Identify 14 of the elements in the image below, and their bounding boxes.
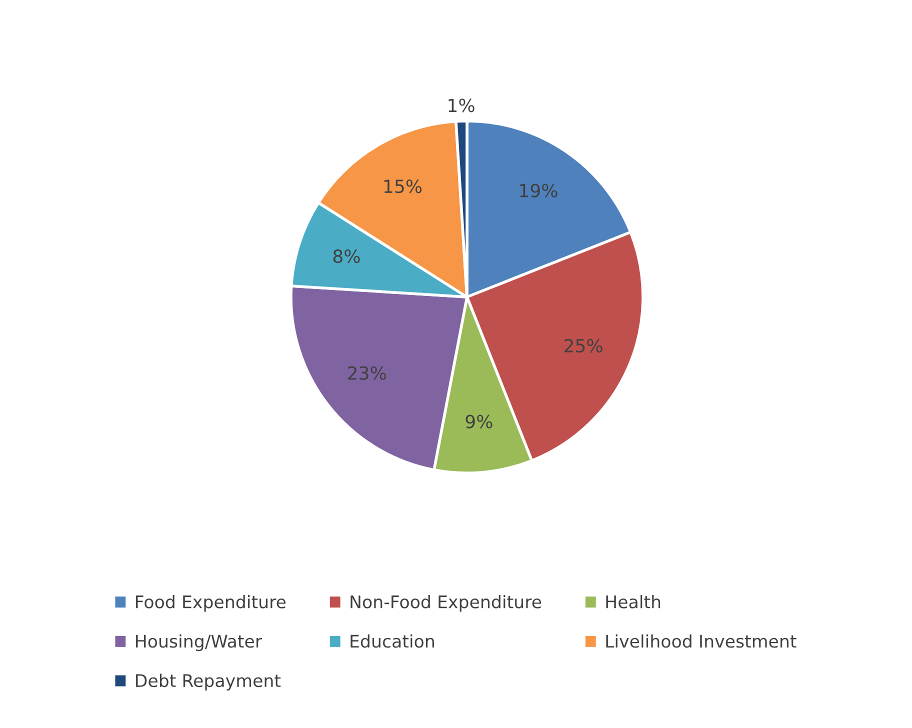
legend-label: Food Expenditure [136, 594, 286, 612]
data-label: 1% [448, 98, 474, 112]
legend-label: Livelihood Investment [606, 634, 796, 648]
data-label: 9% [466, 414, 492, 428]
data-label: 8% [333, 249, 360, 264]
legend-label: Housing/Water [136, 634, 262, 652]
data-label: 23% [348, 366, 386, 380]
legend-label: Education [350, 634, 434, 648]
legend-label: Health [606, 594, 660, 608]
data-label: 19% [520, 184, 558, 198]
data-label: 25% [564, 338, 602, 353]
legend-label: Non-Food Expenditure [350, 594, 542, 612]
legend-label: Debt Repayment [136, 674, 281, 691]
data-label: 15% [384, 180, 422, 194]
